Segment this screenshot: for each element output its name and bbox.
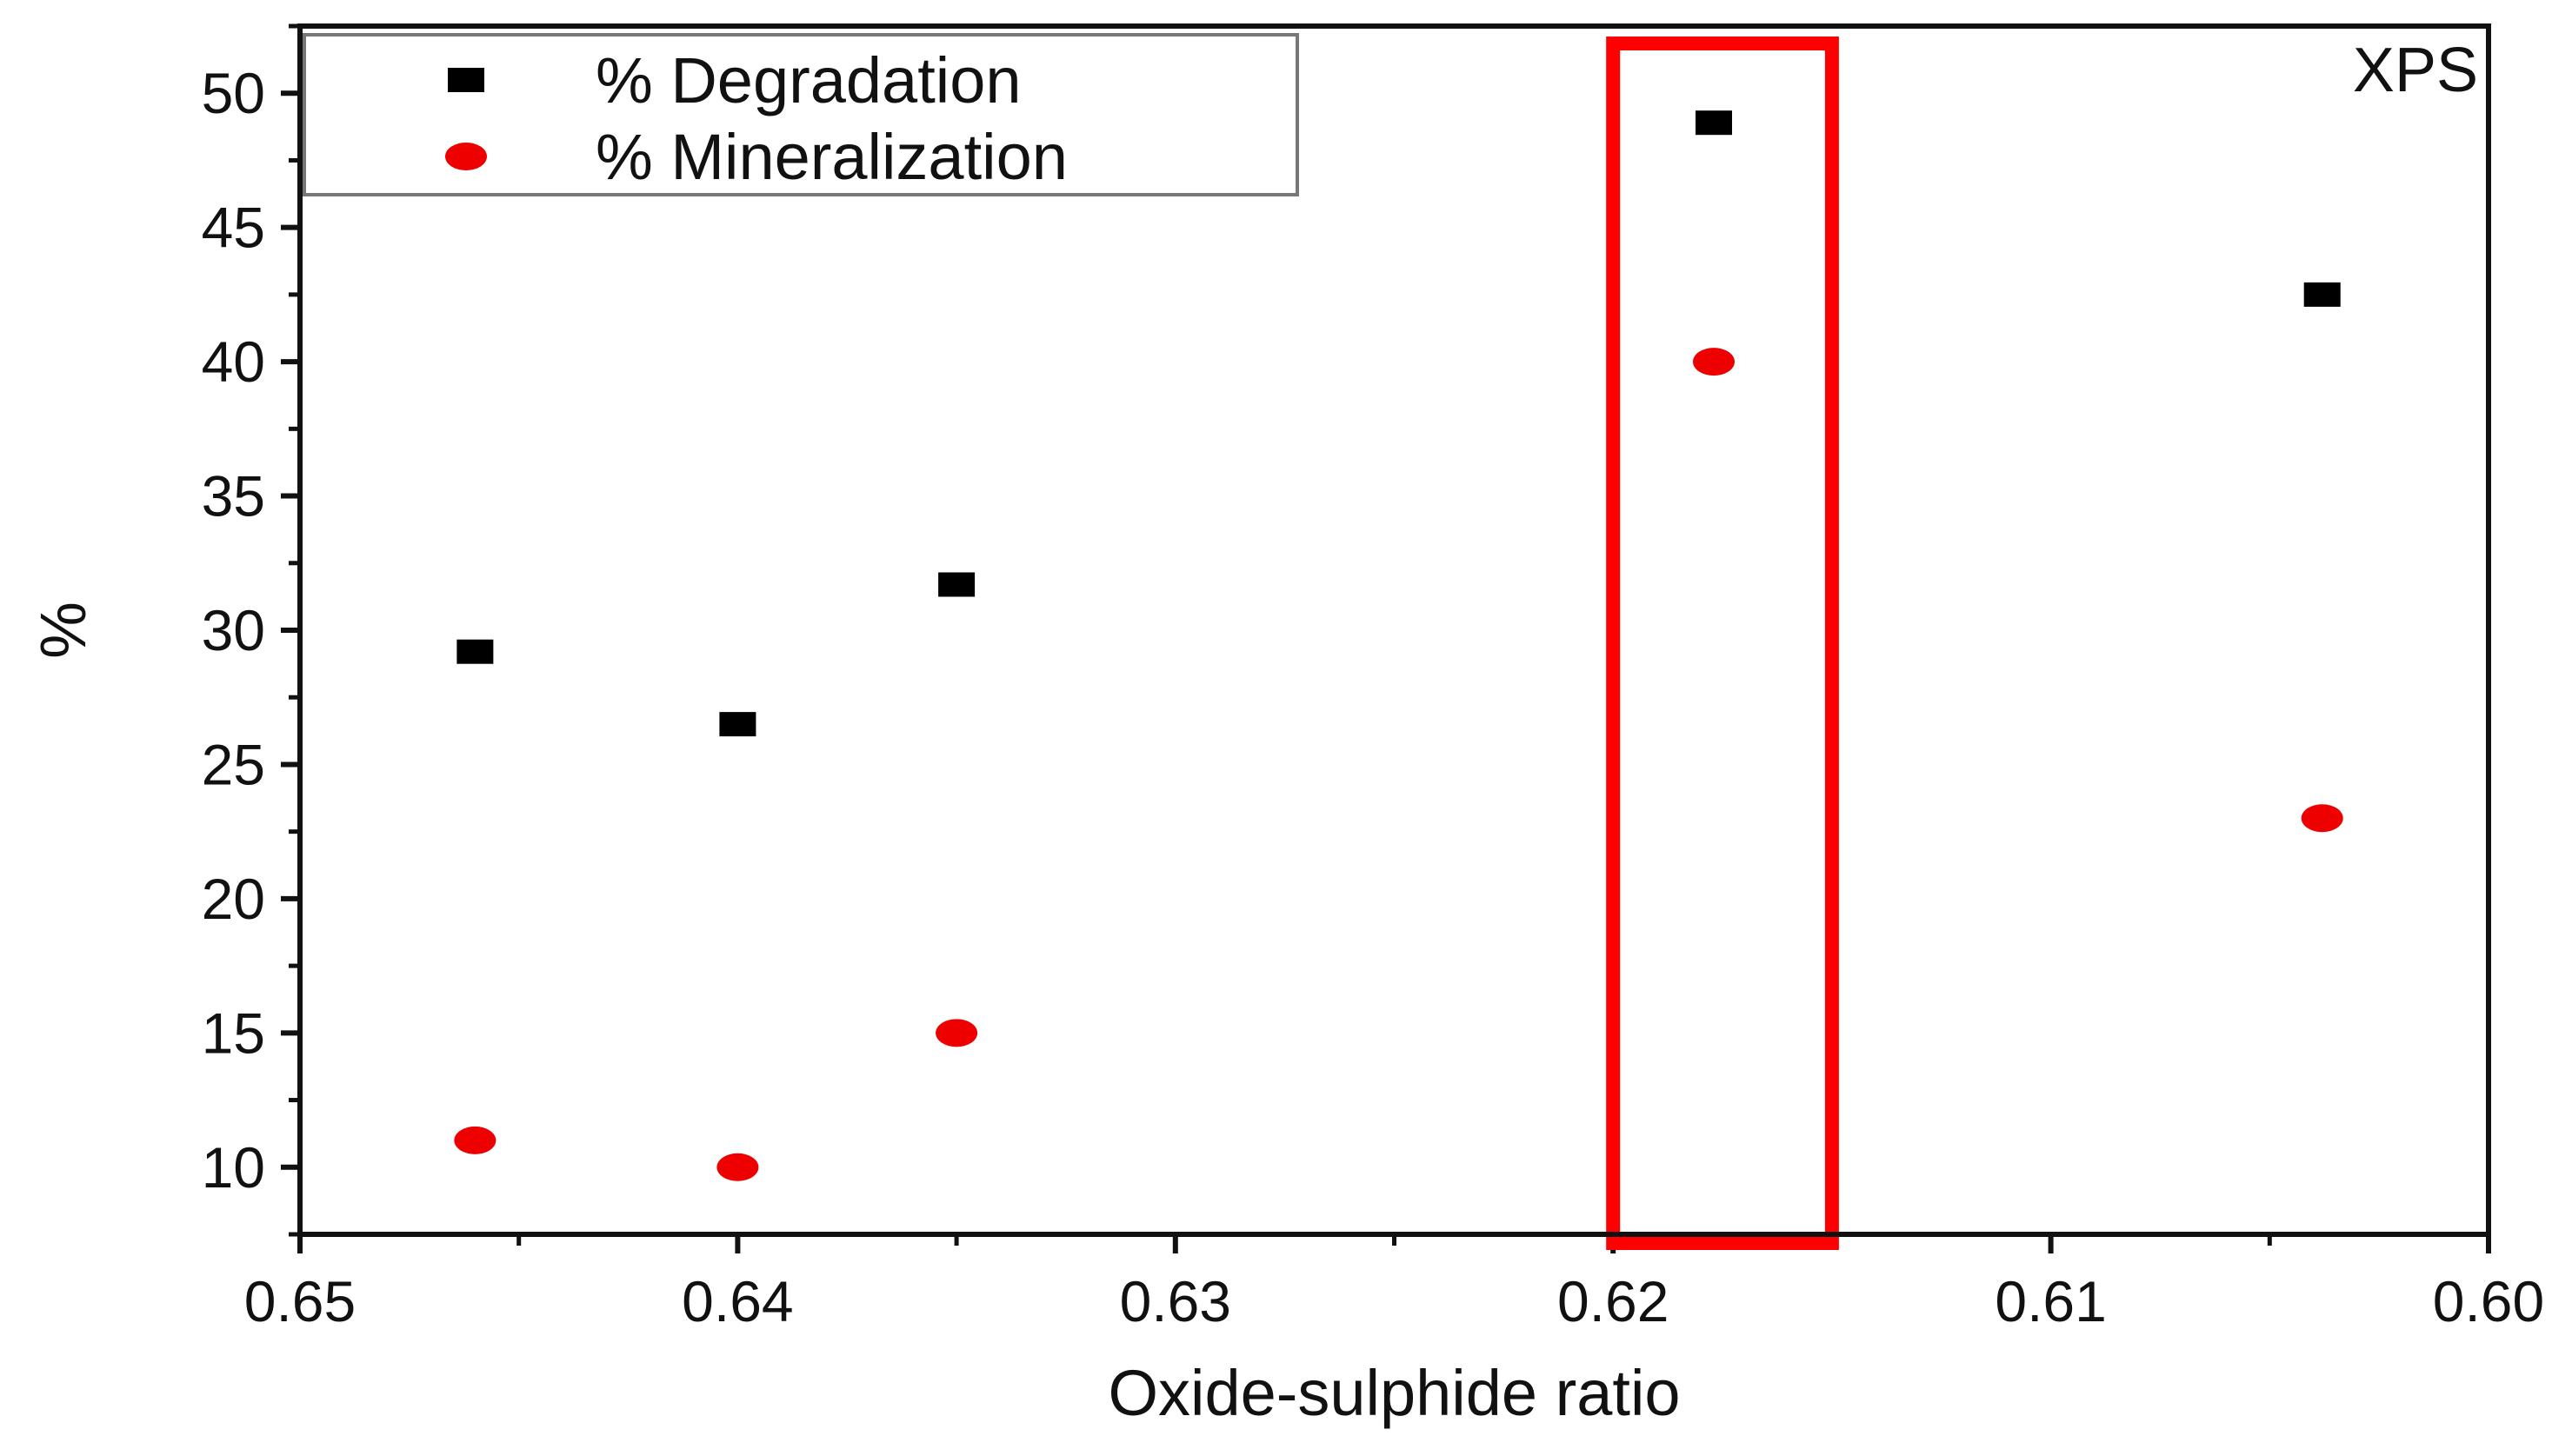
x-tick-label: 0.64 (682, 1269, 793, 1333)
y-tick-label: 10 (202, 1135, 265, 1200)
legend-label: % Mineralization (596, 121, 1068, 193)
axis-labels: 0.65 0.64 0.63 0.62 0.61 0.60 10 15 20 25 30 35 40 45… (202, 61, 2545, 1333)
degradation-point (938, 572, 976, 597)
legend-box (303, 33, 1299, 196)
degradation-point (2303, 282, 2341, 307)
degradation-point (1695, 110, 1732, 136)
mineralization-point (454, 1126, 496, 1154)
xps-annotation: XPS (2353, 36, 2478, 105)
highlight-box (1606, 37, 1839, 1250)
mineralization-point (1692, 348, 1735, 376)
legend-mineralization-marker (445, 143, 487, 170)
mineralization-point (2301, 804, 2343, 833)
legend: % Degradation% Mineralization (303, 33, 1299, 196)
y-tick-label: 30 (202, 598, 265, 662)
y-tick-label: 40 (202, 329, 265, 394)
x-tick-label: 0.65 (244, 1269, 356, 1333)
plot-frame (297, 23, 2491, 1237)
y-tick-label: 45 (202, 196, 265, 260)
x-tick-label: 0.62 (1557, 1269, 1669, 1333)
y-tick-label: 50 (202, 61, 265, 125)
x-tick-label: 0.63 (1120, 1269, 1231, 1333)
x-tick-label: 0.61 (1995, 1269, 2106, 1333)
data-marks (454, 110, 2343, 1181)
x-axis-title: Oxide-sulphide ratio (1108, 1357, 1680, 1429)
y-axis-title: % (27, 602, 99, 659)
legend-degradation-marker (448, 68, 484, 92)
degradation-point (719, 712, 756, 737)
y-tick-label: 35 (202, 464, 265, 529)
x-tick-label: 0.60 (2433, 1269, 2544, 1333)
legend-items: % Degradation% Mineralization (445, 44, 1068, 193)
y-tick-label: 20 (202, 867, 265, 931)
mineralization-point (936, 1019, 978, 1047)
legend-label: % Degradation (596, 44, 1022, 116)
y-tick-label: 15 (202, 1001, 265, 1065)
highlight-layer (1606, 37, 1839, 1250)
y-tick-label: 25 (202, 732, 265, 796)
mineralization-point (716, 1153, 759, 1181)
degradation-point (456, 639, 494, 664)
